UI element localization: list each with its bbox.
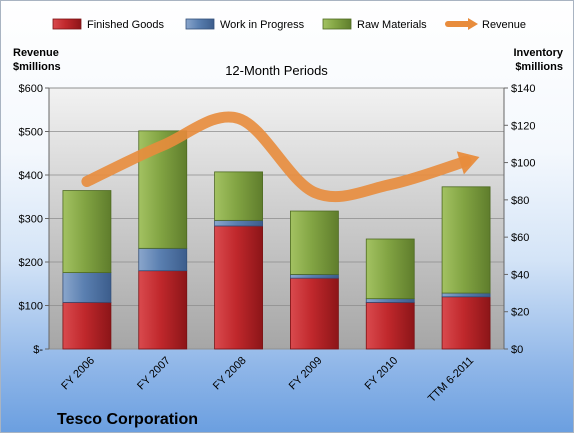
bar-work-in-progress xyxy=(138,247,188,272)
bar-raw-materials xyxy=(62,190,112,273)
left-tick-label: $200 xyxy=(19,257,43,269)
bar-work-in-progress xyxy=(441,292,491,298)
x-axis: FY 2006 FY 2007 FY 2008 FY 2009 FY 2010 TTM 6… xyxy=(59,355,476,405)
left-axis: $- $100 $200 $300 $400 $500 $600 xyxy=(19,83,50,356)
x-tick-label: FY 2007 xyxy=(135,355,173,393)
left-axis-title-line1: Revenue xyxy=(13,47,59,59)
left-tick-label: $100 xyxy=(19,301,43,313)
x-tick-label: FY 2008 xyxy=(211,355,249,393)
revenue-line xyxy=(81,111,480,203)
x-tick-label: TTM 6-2011 xyxy=(426,355,476,405)
right-axis: $0 $20 $40 $60 $80 $100 $120 $140 xyxy=(503,83,535,356)
company-name: Tesco Corporation xyxy=(57,411,198,428)
legend-label: Work in Progress xyxy=(220,19,305,31)
legend-label: Finished Goods xyxy=(87,19,165,31)
left-tick-label: $400 xyxy=(19,170,43,182)
bar-finished-goods xyxy=(441,296,491,350)
chart-title: 12-Month Periods xyxy=(225,63,328,78)
bar-raw-materials xyxy=(365,238,415,300)
bar-finished-goods xyxy=(138,270,188,350)
right-tick-label: $140 xyxy=(511,83,535,95)
right-tick-label: $60 xyxy=(511,232,529,244)
right-tick-label: $40 xyxy=(511,269,529,281)
right-axis-title-line2: $millions xyxy=(515,61,563,73)
legend-swatch xyxy=(185,18,215,30)
x-tick-label: FY 2010 xyxy=(363,355,401,393)
right-tick-label: $100 xyxy=(511,158,535,170)
bar-work-in-progress xyxy=(214,219,263,227)
right-axis-title-line1: Inventory xyxy=(513,47,563,59)
x-tick-label: FY 2006 xyxy=(59,355,97,393)
bar-raw-materials xyxy=(214,171,263,221)
bar-raw-materials xyxy=(290,210,339,275)
bar-finished-goods xyxy=(365,301,415,350)
bars xyxy=(62,130,491,350)
legend-label: Revenue xyxy=(482,19,526,31)
revenue-line-path xyxy=(81,111,472,203)
legend: Finished Goods Work in Progress Raw Materi… xyxy=(52,18,526,31)
legend-swatch xyxy=(322,18,352,30)
left-tick-label: $500 xyxy=(19,127,43,139)
bar-finished-goods xyxy=(290,277,339,350)
right-tick-label: $0 xyxy=(511,344,523,356)
legend-label: Raw Materials xyxy=(357,19,427,31)
legend-swatch xyxy=(52,18,82,30)
right-tick-label: $20 xyxy=(511,307,529,319)
bar-finished-goods xyxy=(62,301,112,350)
bar-work-in-progress xyxy=(62,272,112,303)
legend-arrow-revenue xyxy=(468,18,478,30)
left-axis-title-line2: $millions xyxy=(13,61,61,73)
left-tick-label: $300 xyxy=(19,214,43,226)
revenue-arrowhead xyxy=(456,151,480,175)
bar-work-in-progress xyxy=(290,274,339,279)
bar-finished-goods xyxy=(214,225,263,350)
bar-work-in-progress xyxy=(365,298,415,303)
left-tick-label: $- xyxy=(33,344,43,356)
bar-raw-materials xyxy=(441,186,491,294)
right-tick-label: $80 xyxy=(511,195,529,207)
x-tick-label: FY 2009 xyxy=(287,355,325,393)
left-tick-label: $600 xyxy=(19,83,43,95)
right-tick-label: $120 xyxy=(511,120,535,132)
